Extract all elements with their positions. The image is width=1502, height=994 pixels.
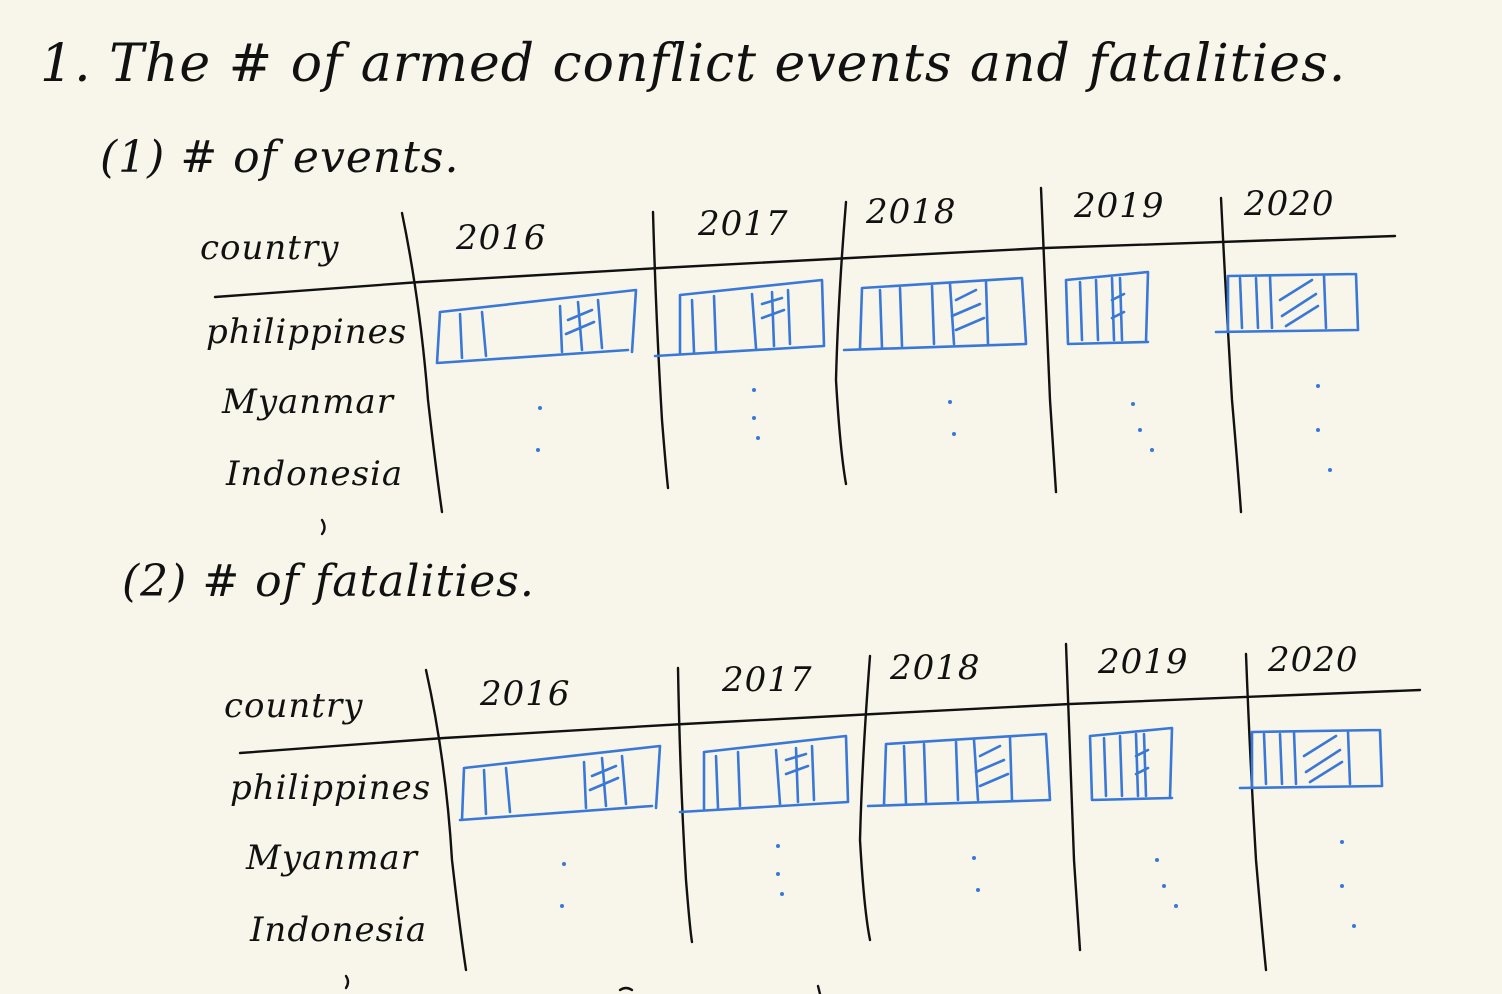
section-2-year-2018: 2018	[890, 648, 981, 688]
events-table-lines	[213, 186, 1397, 536]
section-1-year-2018: 2018	[866, 192, 957, 232]
fatalities-continuation-dots	[560, 840, 1356, 928]
section-1-year-2020: 2020	[1244, 184, 1335, 224]
section-2-row-myanmar: Myanmar	[246, 838, 418, 878]
section-1-title: (1) # of events.	[100, 132, 460, 183]
section-2-year-2020: 2020	[1268, 640, 1359, 680]
section-1-row-myanmar: Myanmar	[222, 382, 394, 422]
events-continuation-dots	[536, 384, 1332, 472]
fatalities-table-lines	[238, 642, 1422, 994]
fatalities-bar-sketches	[458, 726, 1384, 822]
section-1-row-philippines: philippines	[206, 312, 408, 352]
page-title: 1. The # of armed conflict events and fa…	[40, 34, 1347, 94]
section-1-year-2019: 2019	[1074, 186, 1165, 226]
section-2-row-indonesia: Indonesia	[250, 910, 428, 950]
section-2-title: (2) # of fatalities.	[122, 556, 535, 607]
section-1-year-2017: 2017	[698, 204, 789, 244]
section-2-year-2019: 2019	[1098, 642, 1189, 682]
section-1-row-indonesia: Indonesia	[226, 454, 404, 494]
section-1-year-2016: 2016	[456, 218, 547, 258]
section-2-year-2017: 2017	[722, 660, 813, 700]
section-1-country-header: country	[200, 228, 340, 268]
section-2-year-2016: 2016	[480, 674, 571, 714]
section-2-country-header: country	[224, 686, 364, 726]
section-2-row-philippines: philippines	[230, 768, 432, 808]
events-bar-sketches	[435, 270, 1360, 365]
